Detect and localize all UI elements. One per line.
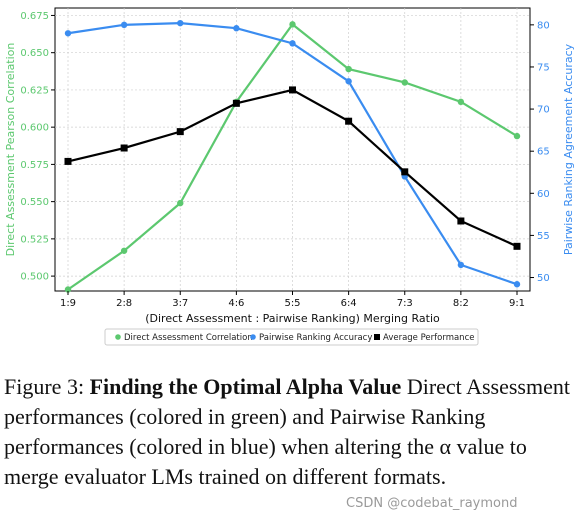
legend-marker (115, 334, 121, 340)
caption-title: Finding the Optimal Alpha Value (89, 374, 402, 399)
x-tick-label: 6:4 (341, 298, 357, 309)
x-tick-label: 4:6 (228, 298, 244, 309)
watermark: CSDN @codebat_raymond (346, 496, 518, 511)
data-point-average-performance (513, 242, 521, 250)
data-point-pairwise-ranking-accuracy (120, 21, 128, 29)
data-point-pairwise-ranking-accuracy (345, 78, 352, 85)
y-right-tick-label: 50 (537, 273, 550, 284)
data-point-direct-assessment-correlation (513, 132, 521, 140)
legend-marker (250, 334, 256, 340)
x-tick-label: 5:5 (284, 298, 300, 309)
y-left-tick-label: 0.500 (20, 272, 49, 283)
data-point-direct-assessment-correlation (345, 65, 352, 73)
data-point-pairwise-ranking-accuracy (513, 281, 521, 288)
data-point-average-performance (176, 128, 184, 136)
data-point-average-performance (120, 144, 128, 152)
y-left-tick-label: 0.600 (20, 123, 49, 134)
y-left-tick-label: 0.575 (20, 160, 49, 171)
data-point-pairwise-ranking-accuracy (457, 261, 465, 269)
y-left-tick-label: 0.525 (20, 234, 49, 245)
data-point-average-performance (345, 117, 353, 125)
legend-entry-label: Pairwise Ranking Accuracy (259, 333, 372, 343)
caption-body: Direct Assessment performances (colored … (4, 374, 570, 489)
y-left-tick-label: 0.675 (20, 11, 49, 22)
data-point-direct-assessment-correlation (401, 79, 408, 86)
y-right-tick-label: 70 (537, 105, 550, 116)
data-point-pairwise-ranking-accuracy (289, 40, 296, 47)
data-point-direct-assessment-correlation (120, 247, 128, 254)
legend: Direct Assessment Correlation Pairwise Ra… (104, 328, 479, 346)
figure-caption: Figure 3: Finding the Optimal Alpha Valu… (4, 372, 579, 492)
data-point-average-performance (457, 217, 465, 225)
data-point-pairwise-ranking-accuracy (64, 30, 72, 37)
data-point-direct-assessment-correlation (64, 286, 72, 293)
chart: 1:9 2:8 3:7 4:6 5:5 6:4 7:3 8:2 9:1 0.500 0.525 0.5… (4, 7, 575, 346)
data-point-pairwise-ranking-accuracy (177, 19, 184, 27)
x-tick-label: 3:7 (172, 298, 188, 309)
y-right-tick-label: 65 (537, 147, 550, 158)
data-point-average-performance (289, 86, 296, 94)
data-point-pairwise-ranking-accuracy (233, 25, 240, 32)
x-axis-label: (Direct Assessment : Pairwise Ranking) M… (145, 312, 440, 325)
y-right-tick-label: 80 (537, 20, 550, 31)
legend-box (104, 328, 479, 346)
data-point-direct-assessment-correlation (177, 199, 184, 207)
y-left-tick-label: 0.625 (20, 85, 49, 96)
y-right-tick-label: 75 (537, 62, 550, 73)
axes: 1:9 2:8 3:7 4:6 5:5 6:4 7:3 8:2 9:1 0.500 0.525 0.5… (20, 11, 549, 309)
data-point-average-performance (401, 168, 409, 176)
legend-entry-label: Average Performance (383, 333, 474, 343)
x-tick-label: 9:1 (509, 298, 525, 309)
x-tick-label: 2:8 (116, 298, 132, 309)
y-axis-right-label: Pairwise Ranking Agreement Accuracy (562, 43, 575, 255)
series-layer (64, 19, 521, 293)
legend-marker (374, 334, 380, 340)
y-left-tick-label: 0.550 (20, 197, 49, 208)
data-point-average-performance (232, 99, 240, 107)
y-right-tick-label: 60 (537, 189, 550, 200)
data-point-average-performance (64, 157, 72, 165)
x-tick-label: 1:9 (60, 298, 76, 309)
y-left-tick-label: 0.650 (20, 48, 49, 59)
x-tick-label: 7:3 (397, 298, 413, 309)
y-right-tick-label: 55 (537, 231, 550, 242)
y-axis-left-label: Direct Assessment Pearson Correlation (4, 43, 17, 257)
legend-entry-label: Direct Assessment Correlation (124, 333, 253, 343)
caption-prefix: Figure 3: (4, 374, 90, 399)
data-point-direct-assessment-correlation (289, 21, 296, 28)
data-point-direct-assessment-correlation (457, 98, 465, 106)
x-tick-label: 8:2 (453, 298, 469, 309)
